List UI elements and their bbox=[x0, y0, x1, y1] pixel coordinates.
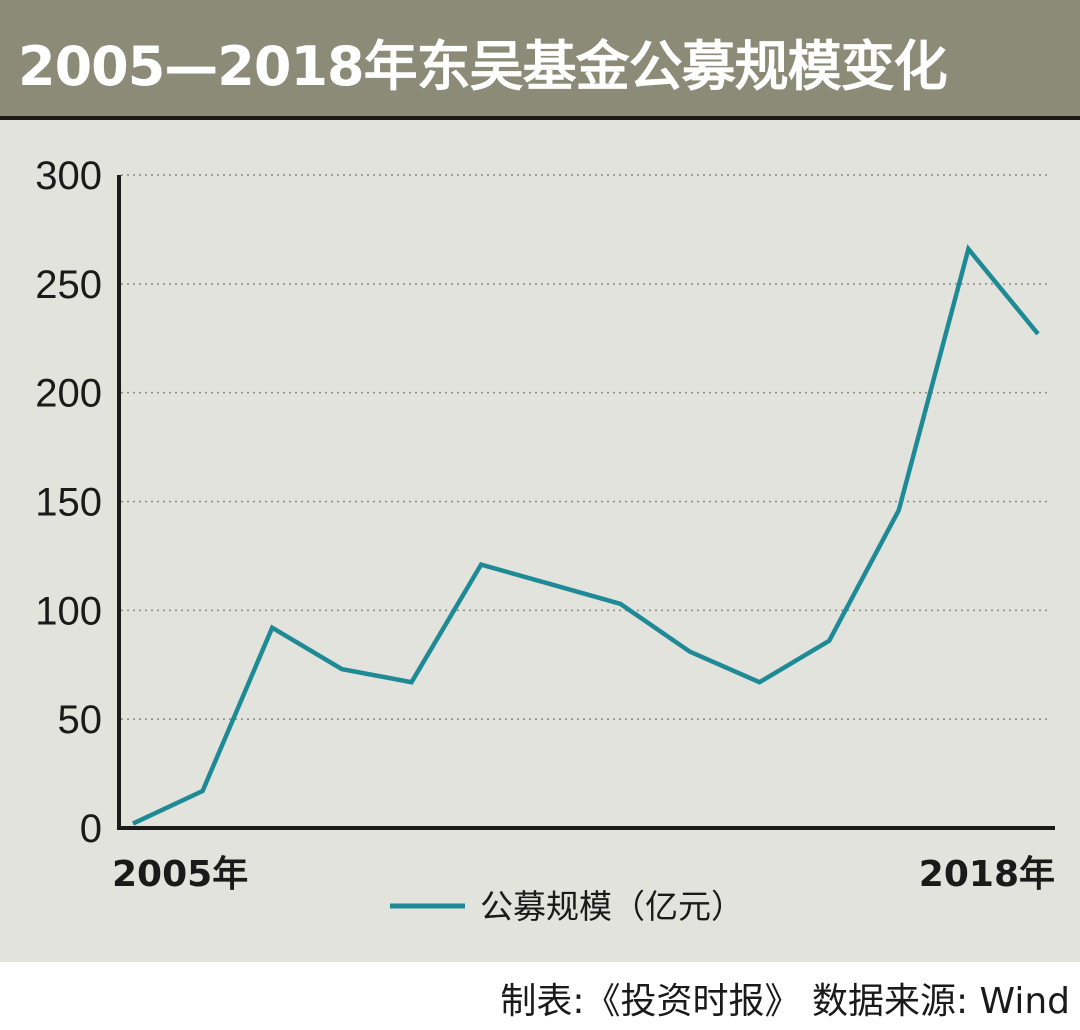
y-tick-label: 0 bbox=[80, 807, 102, 851]
y-tick-label: 100 bbox=[35, 589, 102, 633]
grid-lines bbox=[121, 174, 1048, 720]
y-tick-label: 300 bbox=[35, 154, 102, 198]
legend-label: 公募规模（亿元） bbox=[480, 887, 744, 926]
line-chart: 0 50 100 150 200 250 300 2005年 2018年 公募规模（亿元） bbox=[35, 154, 1055, 926]
x-tick-label: 2005年 bbox=[112, 854, 248, 895]
axes bbox=[117, 175, 1055, 830]
chart-panel bbox=[0, 120, 1080, 962]
series-line bbox=[132, 244, 1040, 826]
x-tick-label: 2018年 bbox=[919, 854, 1055, 895]
y-tick-label: 200 bbox=[35, 372, 102, 416]
y-tick-label: 50 bbox=[58, 698, 103, 742]
x-tick-labels: 2005年 2018年 bbox=[112, 854, 1055, 895]
chart-header: 2005—2018年东吴基金公募规模变化 bbox=[0, 0, 1080, 120]
y-tick-labels: 0 50 100 150 200 250 300 bbox=[35, 154, 102, 851]
source-credit: 制表:《投资时报》 数据来源: Wind bbox=[500, 981, 1070, 1022]
legend: 公募规模（亿元） bbox=[390, 887, 744, 926]
y-tick-label: 250 bbox=[35, 263, 102, 307]
y-tick-label: 150 bbox=[35, 481, 102, 525]
series-lines bbox=[132, 244, 1040, 826]
chart-title: 2005—2018年东吴基金公募规模变化 bbox=[18, 35, 948, 98]
